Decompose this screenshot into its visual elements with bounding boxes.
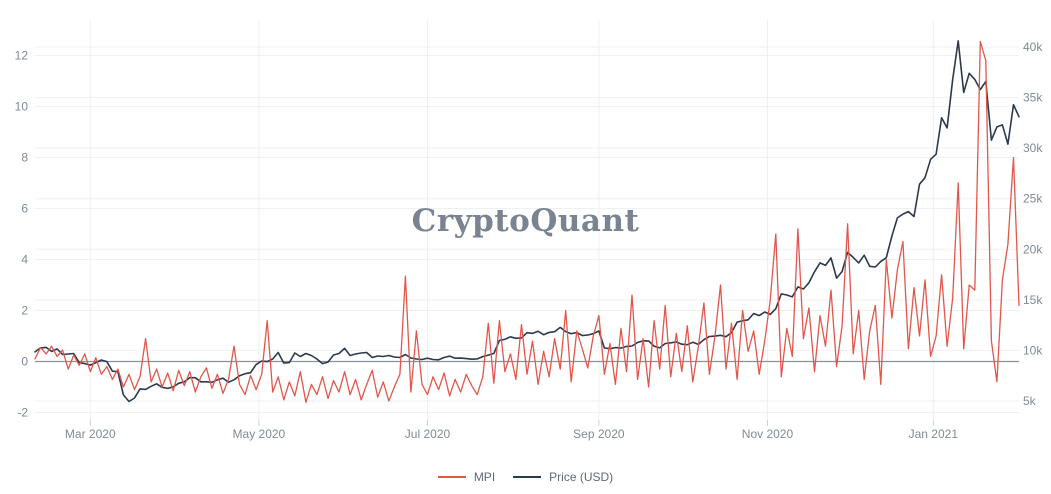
x-axis-label: Mar 2020 bbox=[65, 427, 116, 441]
x-axis-label: Nov 2020 bbox=[742, 427, 794, 441]
y-axis-left-label: 6 bbox=[21, 202, 28, 216]
y-axis-left-label: 4 bbox=[21, 253, 28, 267]
legend-item-mpi[interactable]: MPI bbox=[437, 470, 496, 484]
y-axis-right-label: 35k bbox=[1023, 91, 1043, 105]
y-axis-left-label: 0 bbox=[21, 355, 28, 369]
x-axis-label: Jul 2020 bbox=[405, 427, 451, 441]
gridlines bbox=[35, 20, 1019, 420]
y-axis-right-label: 20k bbox=[1023, 242, 1043, 256]
chart-legend: MPI Price (USD) bbox=[0, 470, 1051, 484]
x-axis-tick-marks bbox=[89, 420, 934, 426]
axis-labels: 12 10 8 6 4 2 0 -2 40k 35k 30k 25k 20k 15k 10k 5k Mar 20… bbox=[15, 40, 1044, 441]
chart-canvas: 12 10 8 6 4 2 0 -2 40k 35k 30k 25k 20k 15k 10k 5k Mar 20… bbox=[15, 20, 1044, 441]
legend-label-price: Price (USD) bbox=[549, 470, 614, 484]
y-axis-right-label: 30k bbox=[1023, 141, 1043, 155]
y-axis-left-label: 8 bbox=[21, 151, 28, 165]
price-line-icon bbox=[513, 476, 542, 478]
x-axis-label: May 2020 bbox=[233, 427, 286, 441]
y-axis-right-label: 25k bbox=[1023, 192, 1043, 206]
y-axis-right-label: 15k bbox=[1023, 293, 1043, 307]
price-series-line[interactable] bbox=[34, 40, 1020, 403]
y-axis-right-label: 10k bbox=[1023, 343, 1043, 357]
x-axis-label: Jan 2021 bbox=[909, 427, 959, 441]
y-axis-right-label: 5k bbox=[1023, 394, 1037, 408]
y-axis-left-label: -2 bbox=[17, 406, 28, 420]
y-axis-left-label: 10 bbox=[15, 100, 29, 114]
y-axis-right-label: 40k bbox=[1023, 40, 1043, 54]
x-axis-label: Sep 2020 bbox=[573, 427, 625, 441]
y-axis-left-label: 12 bbox=[15, 49, 29, 63]
legend-label-mpi: MPI bbox=[473, 470, 496, 484]
mpi-line-icon bbox=[437, 476, 466, 478]
mpi-series-line[interactable] bbox=[34, 40, 1020, 403]
legend-item-price[interactable]: Price (USD) bbox=[513, 470, 613, 484]
y-axis-left-label: 2 bbox=[21, 304, 28, 318]
